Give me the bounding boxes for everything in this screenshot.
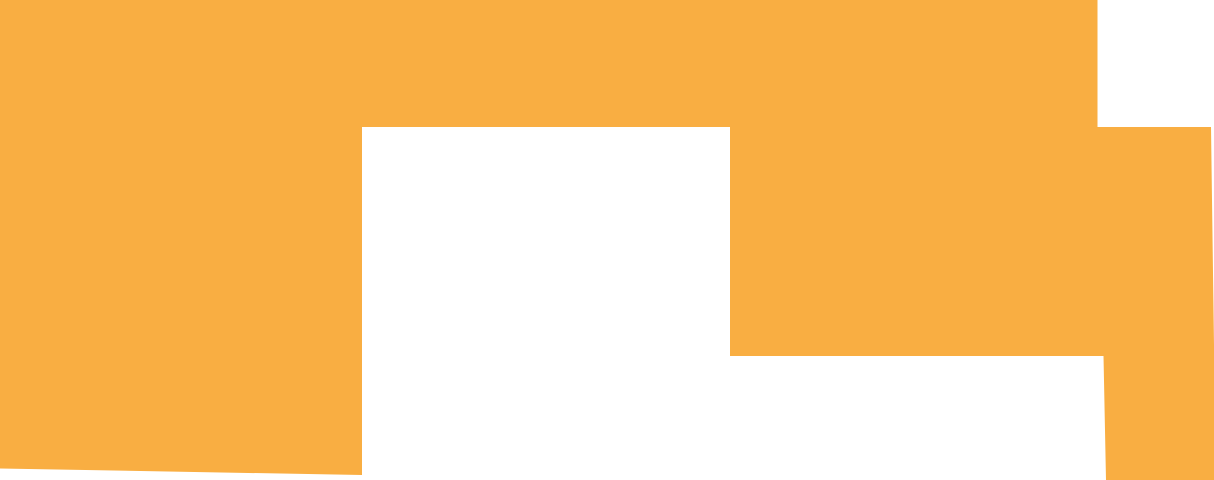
orange-blocks-graphic (0, 0, 1214, 480)
orange-shape (0, 0, 1214, 480)
background-canvas (0, 0, 1214, 480)
